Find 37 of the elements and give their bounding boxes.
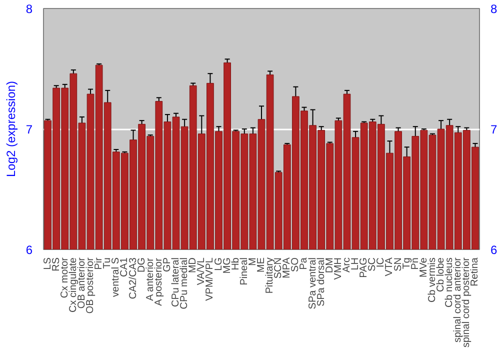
x-tick-label: VMH — [332, 257, 344, 280]
x-tick-label: OB anterior — [76, 256, 88, 309]
x-tick-label: VTA — [384, 257, 396, 276]
x-tick-label: RS — [50, 257, 62, 272]
x-tick-label: LS — [42, 257, 54, 270]
x-tick-label: M — [247, 257, 258, 266]
y-axis-title: Log2 (expression) — [4, 80, 18, 178]
x-tick-label: A anterior — [144, 257, 156, 301]
x-tick-label: Pn — [410, 257, 421, 270]
x-tick-label: spinal cord posterior — [461, 256, 472, 348]
x-tick-label: DM — [324, 257, 336, 274]
x-tick-label: MVe — [418, 257, 430, 278]
x-tick-label: Tg — [401, 258, 412, 270]
x-tick-label: SN — [392, 257, 404, 272]
x-tick-label: LG — [213, 257, 224, 271]
x-tick-label: Hb — [230, 257, 242, 270]
y2-tick-label: 6 — [490, 243, 498, 257]
y2-tick-label: 8 — [490, 2, 498, 16]
x-tick-label: DG — [136, 257, 148, 272]
x-tick-label: Pa — [298, 257, 310, 270]
x-tick-label: OB posterior — [85, 256, 96, 314]
x-tick-label: CA1 — [119, 257, 130, 277]
x-tick-label: A posterior — [153, 257, 164, 306]
x-tick-label: Retina — [470, 257, 481, 286]
x-tick-label: CA2/CA3 — [128, 257, 139, 300]
x-tick-label: VPM/VPL — [204, 257, 216, 301]
x-tick-label: Pituitary — [264, 258, 276, 294]
x-tick-label: Pineal — [238, 257, 250, 286]
x-tick-label: ME — [256, 257, 267, 272]
y2-tick-label: 7 — [490, 122, 498, 136]
x-tick-label: Arc — [341, 258, 352, 272]
y-tick-label: 7 — [26, 122, 33, 136]
y-tick-label: 8 — [26, 2, 33, 16]
y-tick-label: 6 — [26, 243, 33, 257]
x-tick-label: Cx cingulate — [68, 257, 79, 313]
x-tick-label: GP — [162, 257, 173, 272]
x-tick-label: SPa dorsal — [316, 257, 327, 306]
